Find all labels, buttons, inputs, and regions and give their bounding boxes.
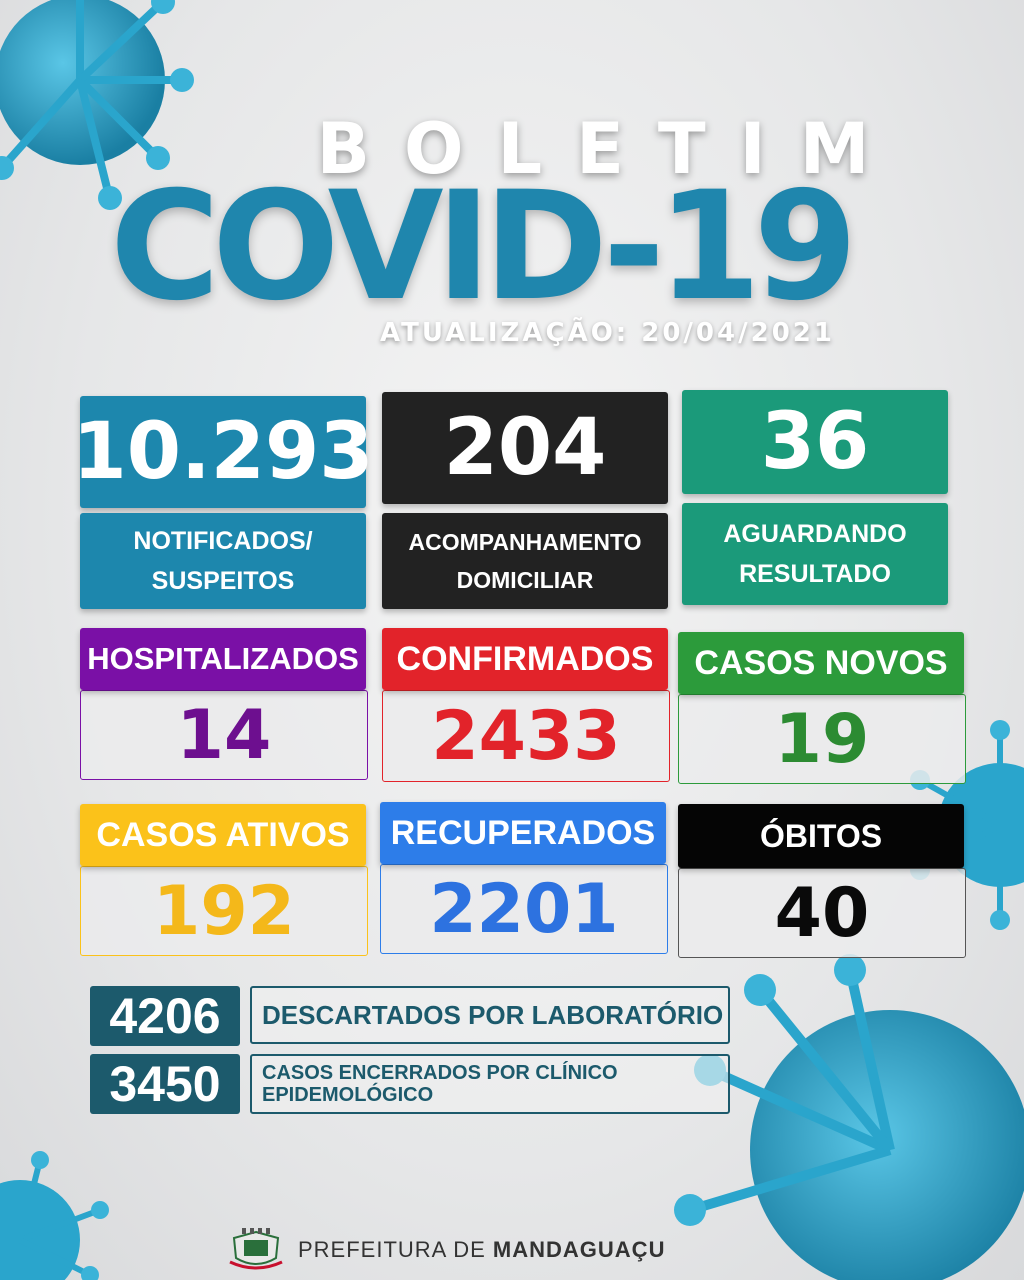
recuperados-header: RECUPERADOS bbox=[380, 802, 666, 864]
casos-novos-box: 19 bbox=[678, 694, 966, 784]
footer: PREFEITURA DE MANDAGUAÇU bbox=[226, 1228, 666, 1272]
encerrados-label-2: EPIDEMOLÓGICO bbox=[262, 1084, 434, 1106]
footer-city: MANDAGUAÇU bbox=[492, 1237, 666, 1262]
descartados-value: 4206 bbox=[90, 986, 240, 1046]
tile-acompanhamento-label: ACOMPANHAMENTO DOMICILIAR bbox=[382, 513, 668, 609]
encerrados-label: CASOS ENCERRADOS POR CLÍNICO EPIDEMOLÓGI… bbox=[250, 1054, 730, 1114]
notificados-value: 10.293 bbox=[72, 407, 374, 497]
obitos-value: 40 bbox=[774, 873, 870, 953]
confirmados-value: 2433 bbox=[431, 696, 621, 776]
notificados-label-1: NOTIFICADOS/ bbox=[133, 527, 313, 555]
acompanhamento-value: 204 bbox=[443, 403, 607, 493]
tile-notificados-value: 10.293 bbox=[73, 396, 374, 508]
virus-illustration-bottom-left bbox=[0, 1151, 109, 1280]
city-crest-icon bbox=[229, 1228, 283, 1270]
descartados-label: DESCARTADOS POR LABORATÓRIO bbox=[250, 986, 730, 1044]
hospitalizados-box: 14 bbox=[80, 690, 368, 780]
encerrados-label-1: CASOS ENCERRADOS POR CLÍNICO bbox=[262, 1062, 618, 1084]
tile-notificados-label: NOTIFICADOS/ SUSPEITOS bbox=[80, 513, 366, 609]
hospitalizados-header: HOSPITALIZADOS bbox=[80, 628, 366, 690]
casos-novos-value: 19 bbox=[774, 699, 870, 779]
footer-text: PREFEITURA DE MANDAGUAÇU bbox=[298, 1237, 665, 1263]
footer-prefix: PREFEITURA DE bbox=[298, 1237, 493, 1262]
obitos-header: ÓBITOS bbox=[678, 804, 964, 868]
encerrados-value: 3450 bbox=[90, 1054, 240, 1114]
casos-novos-header: CASOS NOVOS bbox=[678, 632, 964, 694]
covid-title-block: COVID-19 bbox=[110, 172, 930, 322]
tile-aguardando-label: AGUARDANDO RESULTADO bbox=[682, 503, 948, 605]
tile-aguardando-value: 36 bbox=[682, 390, 948, 494]
update-date: ATUALIZAÇÃO: 20/04/2021 bbox=[380, 318, 835, 348]
hospitalizados-value: 14 bbox=[176, 695, 272, 775]
boletim-title: BOLETIM bbox=[316, 108, 904, 190]
notificados-label-2: SUSPEITOS bbox=[151, 567, 295, 595]
recuperados-box: 2201 bbox=[380, 864, 668, 954]
acompanhamento-label-1: ACOMPANHAMENTO bbox=[408, 529, 642, 555]
acompanhamento-label-2: DOMICILIAR bbox=[456, 567, 594, 593]
obitos-box: 40 bbox=[678, 868, 966, 958]
covid-title: COVID-19 bbox=[110, 160, 858, 334]
aguardando-value: 36 bbox=[760, 397, 870, 487]
tile-acompanhamento-value: 204 bbox=[382, 392, 668, 504]
aguardando-label-1: AGUARDANDO bbox=[723, 520, 907, 548]
virus-illustration-top-left bbox=[0, 0, 194, 210]
casos-ativos-box: 192 bbox=[80, 866, 368, 956]
confirmados-box: 2433 bbox=[382, 690, 670, 782]
confirmados-header: CONFIRMADOS bbox=[382, 628, 668, 690]
recuperados-value: 2201 bbox=[429, 869, 619, 949]
casos-ativos-header: CASOS ATIVOS bbox=[80, 804, 366, 866]
casos-ativos-value: 192 bbox=[153, 871, 295, 951]
aguardando-label-2: RESULTADO bbox=[739, 560, 891, 588]
